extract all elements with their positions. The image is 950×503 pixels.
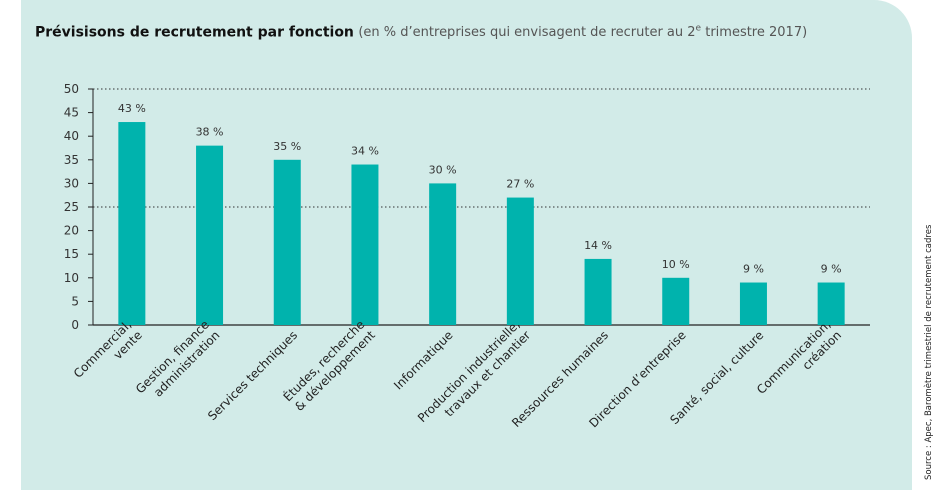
y-tick-label: 50 [64,82,79,96]
data-label: 14 % [584,239,612,252]
category-label-line: Services techniques [205,328,300,423]
data-label: 9 % [821,263,842,276]
chart-panel [21,0,912,490]
data-label: 9 % [743,263,764,276]
y-tick-label: 45 [64,106,79,120]
y-tick-label: 35 [64,153,79,167]
category-label-line: Informatique [391,328,455,392]
subtitle-superscript: e [695,24,702,34]
y-tick-label: 40 [64,129,79,143]
data-label: 10 % [662,258,690,271]
bar [118,122,146,325]
y-tick-label: 30 [64,176,79,190]
subtitle-suffix: trimestre 2017) [701,25,808,41]
category-label: Études, recherche& développement [280,317,378,414]
bar [584,258,612,325]
bar [429,183,457,325]
category-label: Commercial,vente [71,317,145,380]
y-tick-label: 0 [71,318,79,332]
title-subtitle: (en % d’entreprises qui envisagent de re… [358,24,808,41]
category-label: Services techniques [205,328,300,423]
data-label: 43 % [118,102,146,115]
data-label: 35 % [273,140,301,153]
bar [196,145,224,325]
chart-title: Prévisisons de recrutement par fonction … [35,24,807,40]
y-tick-label: 20 [64,224,79,238]
bar [739,282,767,325]
y-tick-label: 10 [64,271,79,285]
y-tick-label: 5 [71,294,79,308]
data-label: 30 % [429,163,457,176]
bar [662,277,690,325]
data-label: 38 % [196,126,224,139]
subtitle-prefix: (en % d’entreprises qui envisagent de re… [358,25,696,41]
source-note: Source : Apec, Baromètre trimestriel de … [924,224,934,480]
category-label: Informatique [391,328,455,392]
category-label: Communication,création [754,317,844,396]
title-main: Prévisisons de recrutement par fonction [35,24,354,41]
bar [506,197,534,325]
bar [817,282,845,325]
data-label: 27 % [506,178,534,191]
data-label: 34 % [351,145,379,158]
category-label-line: Production industrielle, [415,317,523,425]
bar [351,164,379,325]
y-tick-label: 15 [64,247,79,261]
y-tick-label: 25 [64,200,79,214]
bar [273,159,301,325]
